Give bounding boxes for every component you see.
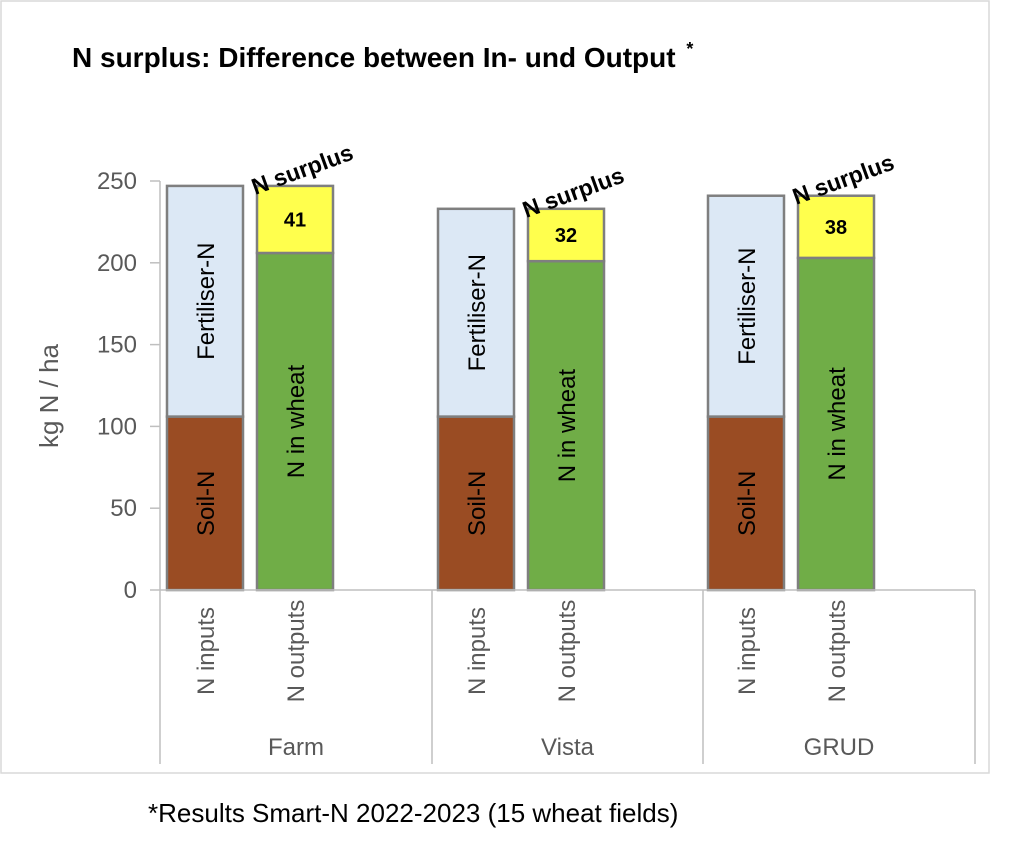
x-group-label: GRUD xyxy=(804,734,875,761)
chart-title: N surplus: Difference between In- und Ou… xyxy=(72,39,693,73)
segment-label-soil-n: Soil-N xyxy=(734,471,761,536)
segment-label-fertiliser-n: Fertiliser-N xyxy=(464,254,491,371)
bar-segment-soil-n xyxy=(436,415,516,592)
x-group-label: Vista xyxy=(541,734,595,761)
bar-segment-n-in-wheat xyxy=(796,256,876,592)
bar-segment-n-surplus xyxy=(796,194,876,260)
footnote: *Results Smart-N 2022-2023 (15 wheat fie… xyxy=(148,798,679,828)
y-tick-label: 250 xyxy=(97,168,137,195)
segment-label-soil-n: Soil-N xyxy=(464,471,491,536)
bar-segment-fertiliser-n xyxy=(436,207,516,418)
x-category-label: N inputs xyxy=(193,607,220,695)
n-surplus-value-label: 32 xyxy=(555,225,577,247)
chart-title-text: N surplus: Difference between In- und Ou… xyxy=(72,42,676,73)
y-tick-label: 150 xyxy=(97,332,137,359)
x-group-label: Farm xyxy=(268,734,324,761)
y-tick-label: 100 xyxy=(97,413,137,440)
y-tick-label: 50 xyxy=(110,495,137,522)
x-category-label: N outputs xyxy=(283,600,310,703)
bar-segment-soil-n xyxy=(165,415,245,592)
segment-label-fertiliser-n: Fertiliser-N xyxy=(734,247,761,364)
bar-segment-n-surplus xyxy=(255,184,335,255)
bar-segment-n-surplus xyxy=(526,207,606,263)
segment-label-fertiliser-n: Fertiliser-N xyxy=(193,243,220,360)
x-category-label: N outputs xyxy=(554,600,581,703)
x-category-label: N inputs xyxy=(464,607,491,695)
bar-segment-n-in-wheat xyxy=(255,251,335,592)
x-category-label: N outputs xyxy=(824,600,851,703)
y-tick-label: 200 xyxy=(97,250,137,277)
bar-segment-n-in-wheat xyxy=(526,259,606,592)
y-axis-label: kg N / ha xyxy=(34,343,64,448)
segment-label-n-in-wheat: N in wheat xyxy=(554,369,581,483)
bar-segment-fertiliser-n xyxy=(165,184,245,418)
n-surplus-value-label: 38 xyxy=(825,217,847,239)
n-surplus-value-label: 41 xyxy=(284,209,306,231)
segment-label-n-in-wheat: N in wheat xyxy=(824,367,851,481)
segment-label-soil-n: Soil-N xyxy=(193,471,220,536)
y-tick-label: 0 xyxy=(124,577,137,604)
x-category-label: N inputs xyxy=(734,607,761,695)
chart-title-marker: * xyxy=(686,39,693,59)
segment-label-n-in-wheat: N in wheat xyxy=(283,364,310,478)
bar-segment-fertiliser-n xyxy=(706,194,786,418)
